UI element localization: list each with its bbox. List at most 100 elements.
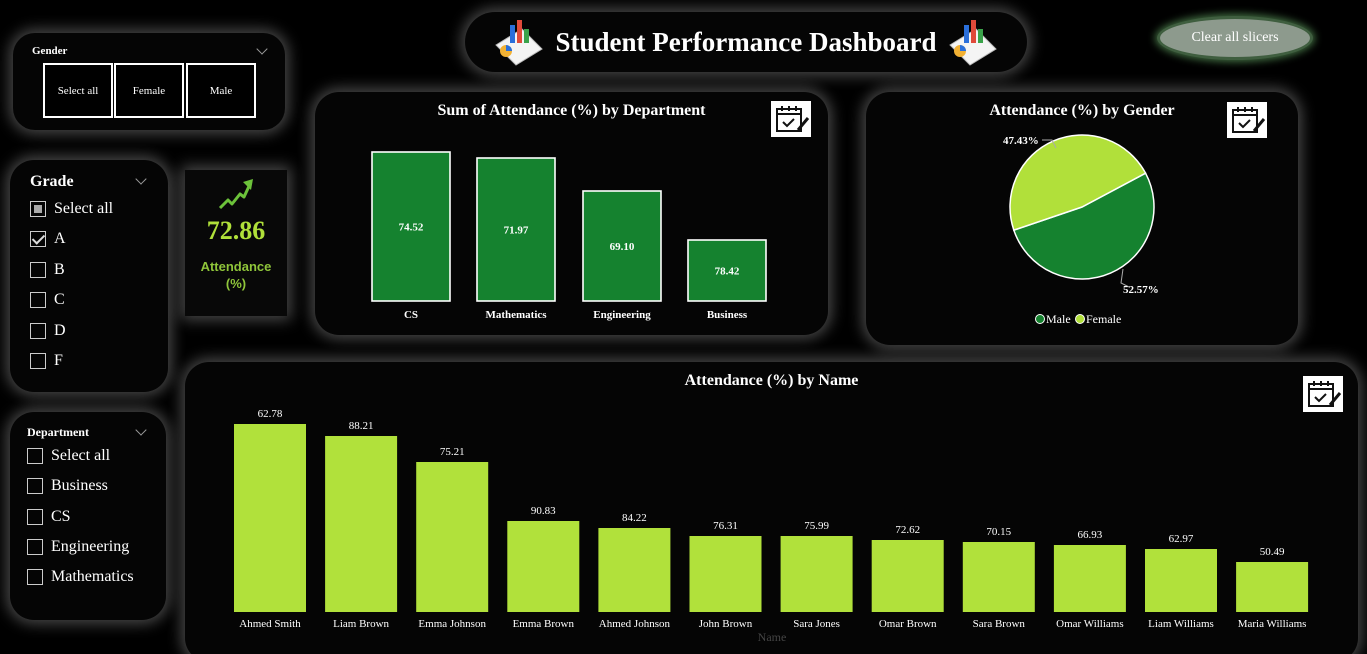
tick-label: Maria Williams: [1238, 618, 1307, 630]
bar[interactable]: [234, 424, 306, 612]
attendance-by-department-chart: Sum of Attendance (%) by Department 74.5…: [315, 92, 828, 335]
checkbox[interactable]: [27, 508, 43, 525]
gender-option-select-all[interactable]: Select all: [43, 63, 113, 118]
leader-line: [1120, 268, 1130, 288]
chart-title: Sum of Attendance (%) by Department: [437, 102, 706, 119]
bar[interactable]: [1145, 549, 1217, 612]
department-item-label: CS: [51, 507, 71, 525]
grade-slicer: Grade Select all A B C D F: [10, 160, 168, 392]
bar[interactable]: [507, 521, 580, 612]
attendance-by-gender-chart: Attendance (%) by Gender 52.57% 47.43% Mal…: [866, 92, 1298, 345]
tick-label: Mathematics: [485, 309, 547, 321]
department-slicer-title: Department: [27, 425, 89, 439]
tick-label: Ahmed Smith: [239, 618, 301, 630]
grade-item-label: D: [54, 321, 66, 339]
grade-item[interactable]: D: [30, 322, 66, 340]
bar[interactable]: [1053, 545, 1126, 612]
bar[interactable]: [598, 528, 671, 612]
grade-item[interactable]: B: [30, 261, 65, 279]
chart-title: Attendance (%) by Name: [684, 372, 859, 389]
legend-label: Female: [1086, 312, 1121, 326]
department-slicer: Department Select all Business CS Engineeri…: [10, 412, 166, 620]
tick-label: Liam Williams: [1148, 618, 1214, 630]
bar[interactable]: [962, 542, 1035, 612]
department-item-label: Engineering: [51, 537, 130, 555]
kpi-label-line2: (%): [225, 276, 247, 291]
trend-up-arrow-icon: [218, 179, 253, 210]
pie-slice[interactable]: [1009, 134, 1147, 232]
bar[interactable]: [780, 536, 853, 612]
tick-label: Sara Brown: [973, 618, 1026, 630]
tick-label: Ahmed Johnson: [599, 618, 671, 630]
focus-mode-icon[interactable]: [1226, 101, 1268, 139]
tick-label: Emma Johnson: [418, 618, 486, 630]
bar[interactable]: [1236, 562, 1309, 612]
tick-label: Business: [707, 309, 748, 321]
department-item[interactable]: Select all: [27, 447, 110, 465]
checkbox[interactable]: [30, 292, 46, 309]
legend-label: Male: [1046, 312, 1071, 326]
grade-item-label: Select all: [54, 200, 114, 217]
data-label: 62.78: [258, 408, 283, 420]
chevron-down-icon[interactable]: [256, 43, 268, 55]
tick-label: Omar Brown: [879, 618, 937, 630]
checkbox[interactable]: [27, 478, 43, 495]
checkbox[interactable]: [30, 201, 46, 217]
data-label: 66.93: [1078, 529, 1103, 541]
grade-item[interactable]: Select all: [30, 200, 113, 218]
gender-slicer-title: Gender: [32, 45, 68, 57]
gender-option-male[interactable]: Male: [186, 63, 256, 118]
chevron-down-icon[interactable]: [135, 424, 147, 436]
tick-label: Liam Brown: [333, 618, 389, 630]
grade-item-label: F: [54, 352, 63, 369]
grade-item[interactable]: C: [30, 291, 65, 309]
bar[interactable]: [416, 462, 489, 612]
leader-line: [1042, 139, 1057, 149]
tick-label: Emma Brown: [513, 618, 575, 630]
grade-item-label: C: [54, 291, 65, 309]
gender-slicer: Gender Select all Female Male: [13, 33, 285, 130]
data-label: 75.99: [804, 520, 829, 532]
grade-item[interactable]: A: [30, 230, 66, 248]
report-chart-icon: [949, 20, 998, 66]
data-label: 71.97: [504, 225, 529, 237]
data-label: 76.31: [713, 520, 738, 532]
bar[interactable]: [687, 239, 767, 302]
department-item[interactable]: CS: [27, 508, 71, 526]
checkbox[interactable]: [30, 261, 46, 278]
bar[interactable]: [689, 536, 762, 612]
gender-option-female[interactable]: Female: [114, 63, 184, 118]
checkbox[interactable]: [30, 231, 46, 248]
attendance-by-name-chart: Attendance (%) by Name 62.78 Ahmed Smith 8…: [185, 362, 1358, 654]
clear-all-slicers-button[interactable]: Clear all slicers: [1157, 16, 1313, 60]
x-axis-label: Name: [758, 630, 787, 644]
bar[interactable]: [582, 190, 662, 302]
tick-label: Sara Jones: [793, 618, 840, 630]
legend-marker[interactable]: [1075, 314, 1085, 324]
focus-mode-icon[interactable]: [1302, 375, 1344, 413]
checkbox[interactable]: [27, 448, 43, 464]
department-item[interactable]: Mathematics: [27, 568, 134, 586]
department-item-label: Select all: [51, 447, 111, 464]
checkbox[interactable]: [27, 538, 43, 555]
checkbox[interactable]: [30, 322, 46, 339]
data-label: 50.49: [1260, 546, 1285, 558]
data-label: 69.10: [610, 241, 635, 253]
bar[interactable]: [325, 436, 398, 612]
grade-item[interactable]: F: [30, 352, 63, 370]
bar[interactable]: [871, 540, 944, 612]
bar[interactable]: [476, 157, 556, 302]
legend-marker[interactable]: [1035, 314, 1045, 324]
department-item[interactable]: Engineering: [27, 538, 129, 556]
focus-mode-icon[interactable]: [770, 100, 812, 138]
pie-slice[interactable]: [1012, 172, 1155, 280]
department-bar-chart: 74.52 CS 71.97 Mathematics 69.10 Engineering 7…: [371, 151, 767, 321]
checkbox[interactable]: [30, 353, 46, 369]
department-item[interactable]: Business: [27, 477, 108, 495]
chevron-down-icon[interactable]: [135, 173, 147, 185]
page-title: Student Performance Dashboard: [555, 26, 937, 57]
checkbox[interactable]: [27, 569, 43, 586]
kpi-label-line1: Attendance: [200, 259, 272, 274]
bar[interactable]: [371, 151, 451, 302]
data-label: 52.57%: [1123, 284, 1159, 296]
